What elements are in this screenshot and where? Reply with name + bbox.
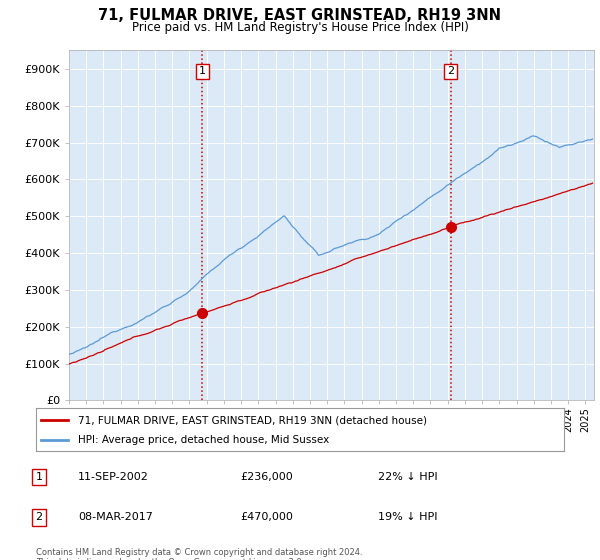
Text: 11-SEP-2002: 11-SEP-2002 (78, 472, 149, 482)
Text: 19% ↓ HPI: 19% ↓ HPI (378, 512, 437, 522)
Text: 2: 2 (447, 67, 454, 76)
Text: 71, FULMAR DRIVE, EAST GRINSTEAD, RH19 3NN (detached house): 71, FULMAR DRIVE, EAST GRINSTEAD, RH19 3… (78, 415, 427, 425)
Text: 08-MAR-2017: 08-MAR-2017 (78, 512, 153, 522)
Text: 71, FULMAR DRIVE, EAST GRINSTEAD, RH19 3NN: 71, FULMAR DRIVE, EAST GRINSTEAD, RH19 3… (98, 8, 502, 24)
Text: 1: 1 (199, 67, 206, 76)
Text: 2: 2 (35, 512, 43, 522)
Text: Price paid vs. HM Land Registry's House Price Index (HPI): Price paid vs. HM Land Registry's House … (131, 21, 469, 34)
Text: £470,000: £470,000 (240, 512, 293, 522)
Text: 1: 1 (35, 472, 43, 482)
Text: 22% ↓ HPI: 22% ↓ HPI (378, 472, 437, 482)
Text: HPI: Average price, detached house, Mid Sussex: HPI: Average price, detached house, Mid … (78, 435, 329, 445)
Text: Contains HM Land Registry data © Crown copyright and database right 2024.
This d: Contains HM Land Registry data © Crown c… (36, 548, 362, 560)
Text: £236,000: £236,000 (240, 472, 293, 482)
